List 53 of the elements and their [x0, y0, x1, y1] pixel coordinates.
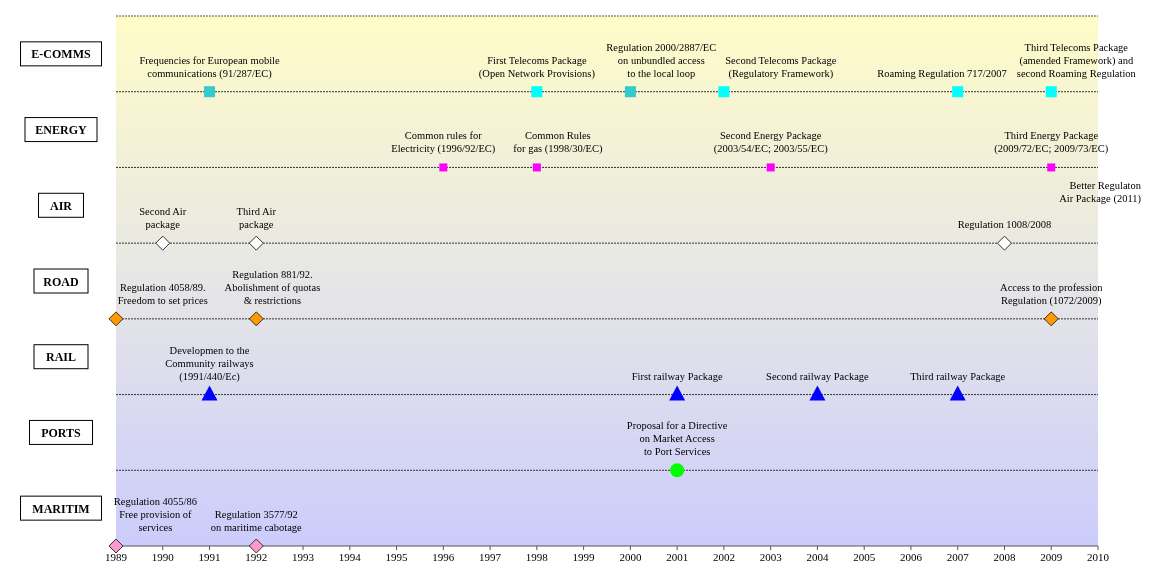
x-tick-label: 2006	[899, 551, 923, 563]
y-tick-label: RAIL	[45, 350, 77, 365]
annotation: Second railway Package	[766, 370, 870, 382]
x-tick-label: 1989	[105, 551, 128, 563]
x-tick-label: 2009	[1040, 551, 1063, 563]
annotation: First Telecoms Package (Open Network Provisions)	[478, 54, 596, 80]
annotation: Access to the profession Regulation (1072/2009)	[1000, 281, 1104, 307]
x-tick-label: 2000	[619, 551, 642, 563]
annotation: Proposal for a Directive on Market Access to Port Services	[626, 420, 728, 458]
annotation: Regulation 881/92. Abolishment of quotas & restrictions	[224, 268, 321, 306]
x-tick-label: 1995	[385, 551, 409, 563]
x-tick-label: 1992	[245, 551, 268, 563]
x-tick-label: 1990	[151, 551, 175, 563]
annotation: Third railway Package	[910, 370, 1006, 382]
x-tick-label: 1993	[292, 551, 315, 563]
annotation: Regulation 3577/92 on maritime cabotage	[210, 509, 303, 533]
x-tick-label: 1991	[198, 551, 221, 563]
annotation: Second Air package	[139, 206, 187, 231]
annotation: Common rules for Electricity (1996/92/EC)	[391, 130, 496, 156]
annotation: Roaming Regulation 717/2007	[877, 67, 1007, 79]
y-tick-label: AIR	[49, 198, 73, 213]
annotation: Regulation 4055/86 Free provision of services	[113, 496, 197, 533]
x-tick-label: 2008	[993, 551, 1016, 563]
annotation: Regulation 2000/2887/EC on unbundled access to the local loop	[606, 41, 717, 79]
x-tick-label: 2001	[666, 551, 689, 563]
y-tick-label: PORTS	[41, 425, 82, 440]
x-tick-label: 2010	[1087, 551, 1110, 563]
x-tick-label: 1997	[479, 551, 502, 563]
annotation: First railway Package	[631, 370, 723, 382]
x-tick-label: 2004	[806, 551, 829, 563]
annotation: Regulation 4058/89. Freedom to set prices	[117, 281, 208, 306]
annotation: Frequencies for European mobile communications (91/287/EC)	[139, 54, 280, 80]
annotation: Third Air package	[236, 206, 277, 231]
annotation: Developmen to the Community railways (1991/440/Ec)	[165, 344, 254, 383]
x-tick-label: 2005	[853, 551, 876, 563]
annotation: Better Regulaton Air Package (2011)	[1059, 180, 1142, 206]
x-tick-label: 1996	[432, 551, 455, 563]
y-tick-label: ROAD	[43, 274, 79, 289]
annotation: Third Telecoms Package (amended Framework) and second Roaming Regulation	[1016, 41, 1137, 79]
x-tick-label: 2003	[759, 551, 783, 563]
y-tick-label: E-COMMS	[31, 47, 91, 62]
x-tick-label: 1998	[525, 551, 549, 563]
annotation: Common Rules for gas (1998/30/EC)	[513, 130, 604, 156]
x-tick-label: 1999	[572, 551, 596, 563]
y-tick-label: MARITIM	[32, 501, 90, 516]
annotation: Second Telecoms Package (Regulatory Framework)	[725, 54, 837, 80]
y-tick-label: ENERGY	[35, 123, 87, 138]
annotation: Regulation 1008/2008	[957, 219, 1052, 231]
x-tick-label: 2002	[712, 551, 735, 563]
x-tick-label: 1994	[338, 551, 362, 563]
annotation: Second Energy Package (2003/54/EC; 2003/55/EC)	[713, 130, 829, 156]
annotation: Third Energy Package (2009/72/EC; 2009/73/EC)	[994, 130, 1109, 156]
x-tick-label: 2007	[946, 551, 970, 563]
